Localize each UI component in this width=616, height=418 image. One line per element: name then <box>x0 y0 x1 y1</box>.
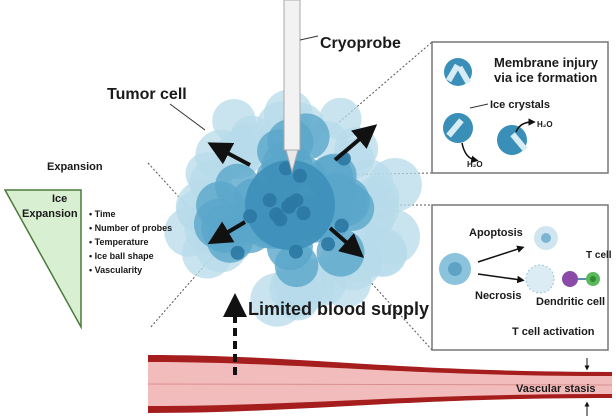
factor-vascularity: Vascularity <box>95 265 143 275</box>
arrow-lower-left <box>207 220 247 245</box>
tumor-nucleus <box>262 193 277 208</box>
tumor-nucleus <box>288 244 303 259</box>
cryoprobe-label: Cryoprobe <box>320 35 401 52</box>
outer-tumor-cell <box>319 97 362 141</box>
tumor-cell-label: Tumor cell <box>107 86 187 103</box>
tumor-cell <box>206 216 254 263</box>
blood-vessel <box>147 355 613 413</box>
cryoprobe-pointer <box>299 35 319 41</box>
ice-label: Ice <box>52 193 67 205</box>
expansion-label: Expansion <box>47 161 103 173</box>
ice-crystals-label: Ice crystals <box>490 99 550 111</box>
expansion-triangle-label: Expansion <box>22 208 78 220</box>
arrow-lower-right <box>328 226 365 258</box>
outer-tumor-cell <box>212 99 256 143</box>
arrow-upper-left <box>207 142 251 167</box>
necrosis-label: Necrosis <box>475 290 521 302</box>
cryoprobe <box>283 0 301 174</box>
tumor-nucleus <box>296 206 311 221</box>
tumor-nucleus <box>278 161 293 176</box>
limited-blood-supply-label: Limited blood supply <box>248 299 429 319</box>
membrane-title-2: via ice formation <box>494 70 597 85</box>
tumor-nucleus <box>230 245 245 260</box>
water-label-2: H₂O <box>537 120 553 129</box>
tumor-nucleus <box>321 237 336 252</box>
vascular-stasis-label: Vascular stasis <box>516 383 596 395</box>
t-cell-label: T cell <box>586 250 612 261</box>
dendritic-cell-label: Dendritic cell <box>536 296 605 308</box>
svg-text:• Ice ball shape: • Ice ball shape <box>89 251 154 261</box>
ice-expansion-triangle <box>3 189 82 330</box>
factor-time: Time <box>95 209 116 219</box>
svg-text:• Vascularity: • Vascularity <box>89 265 142 275</box>
membrane-title-1: Membrane injury <box>494 55 599 70</box>
factors-list: • Time • Number of probes • Temperature … <box>89 209 172 275</box>
tumor-nucleus <box>243 209 258 224</box>
factor-probes: Number of probes <box>95 223 173 233</box>
factor-shape: Ice ball shape <box>95 251 154 261</box>
apoptosis-label: Apoptosis <box>469 227 523 239</box>
tumor-nucleus <box>284 196 299 211</box>
expansion-arrows <box>207 124 378 258</box>
membrane-injury-panel: Membrane injury via ice formation Ice cr… <box>431 41 609 174</box>
tumor-cell-pointer <box>169 103 206 131</box>
water-label-1: H₂O <box>467 160 483 169</box>
tumor-nucleus <box>273 212 288 227</box>
tumor-nucleus <box>293 168 308 183</box>
svg-text:• Number of probes: • Number of probes <box>89 223 172 233</box>
factor-temperature: Temperature <box>95 237 149 247</box>
t-cell-activation-label: T cell activation <box>512 326 595 338</box>
immune-response-panel: Apoptosis Necrosis T cell Dendritic cell… <box>431 204 612 351</box>
tumor-nucleus <box>334 218 349 233</box>
svg-text:• Temperature: • Temperature <box>89 237 149 247</box>
arrow-upper-right <box>333 124 378 162</box>
svg-text:• Time: • Time <box>89 209 116 219</box>
dendritic-cell-icon <box>562 271 578 287</box>
